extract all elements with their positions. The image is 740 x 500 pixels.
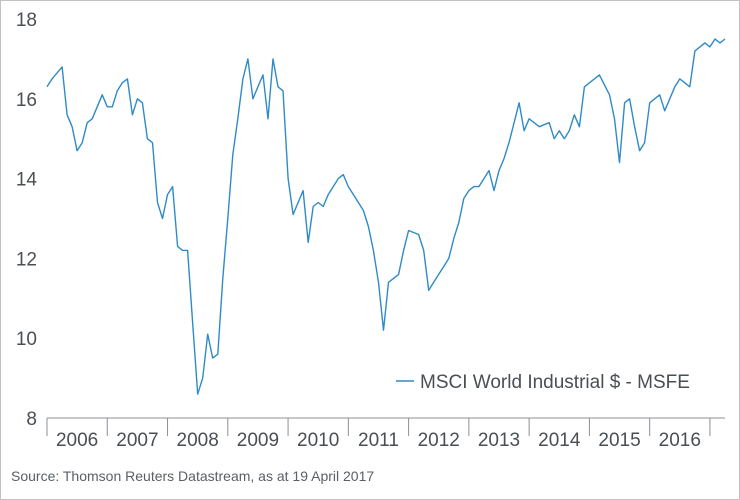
y-axis-ticks: 8 10 12 14 16 18 [16,10,38,430]
x-tick-label: 2015 [598,430,640,451]
y-tick-label: 14 [16,170,38,191]
legend-label: MSCI World Industrial $ - MSFE [420,372,690,393]
x-axis: 2006 2007 2008 2009 2010 2011 2012 2013 2014 2015… [46,417,725,451]
x-tick-label: 2006 [56,430,98,451]
x-tick-label: 2013 [478,430,520,451]
x-tick-label: 2012 [418,430,460,451]
series-group [46,38,726,395]
y-tick-label: 16 [16,90,37,111]
source-note: Source: Thomson Reuters Datastream, as a… [11,468,375,484]
x-tick-label: 2009 [237,430,279,451]
series-line [46,38,726,395]
y-tick-label: 18 [16,10,37,31]
x-tick-label: 2008 [177,430,219,451]
y-tick-label: 10 [16,329,37,350]
x-tick-label: 2014 [538,430,581,451]
x-tick-label: 2011 [358,430,399,451]
x-tick-label: 2007 [116,430,158,451]
legend: MSCI World Industrial $ - MSFE [396,372,690,393]
y-tick-label: 12 [16,249,37,270]
x-tick-label: 2016 [659,430,701,451]
y-tick-label: 8 [26,409,37,430]
x-tick-label: 2010 [297,430,339,451]
